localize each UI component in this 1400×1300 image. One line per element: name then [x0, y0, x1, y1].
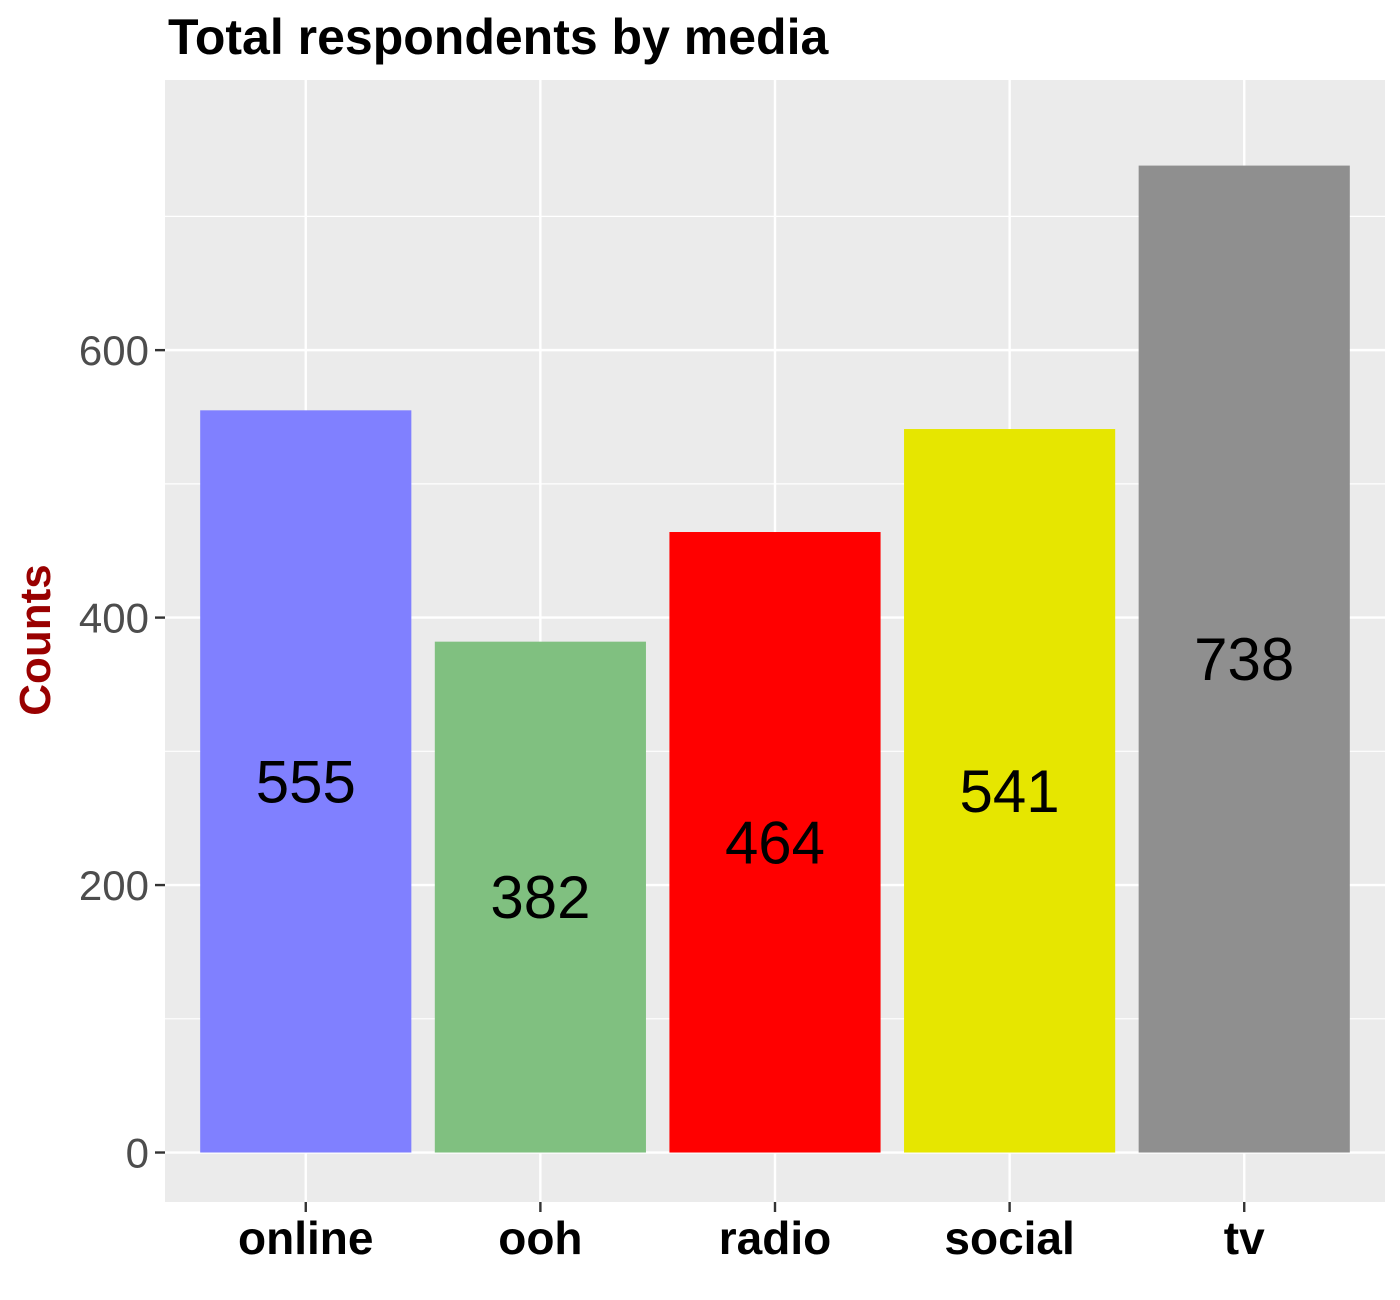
x-tick-label-ooh: ooh — [498, 1212, 582, 1264]
x-tick-label-social: social — [944, 1212, 1074, 1264]
y-tick-label: 200 — [79, 862, 149, 909]
data-label-social: 541 — [960, 758, 1060, 825]
y-tick-label: 0 — [126, 1130, 149, 1177]
y-tick-label: 400 — [79, 595, 149, 642]
bar-radio — [669, 532, 881, 1153]
bar-ooh — [434, 641, 646, 1153]
data-label-online: 555 — [256, 748, 356, 815]
x-tick-label-radio: radio — [719, 1212, 831, 1264]
bar-tv — [1138, 165, 1350, 1153]
bars — [200, 165, 1350, 1153]
x-tick-label-online: online — [238, 1212, 373, 1264]
y-tick-label: 600 — [79, 327, 149, 374]
data-label-radio: 464 — [725, 809, 825, 876]
data-labels: 555 382 464 541 738 — [256, 626, 1295, 931]
x-tick-label-tv: tv — [1224, 1212, 1265, 1264]
chart-title: Total respondents by media — [168, 9, 829, 65]
data-label-tv: 738 — [1194, 626, 1294, 693]
x-axis: online ooh radio social tv — [238, 1202, 1265, 1264]
bar-online — [200, 410, 412, 1153]
bar-social — [904, 429, 1116, 1153]
y-axis: 0 200 400 600 — [79, 327, 165, 1177]
data-label-ooh: 382 — [490, 864, 590, 931]
